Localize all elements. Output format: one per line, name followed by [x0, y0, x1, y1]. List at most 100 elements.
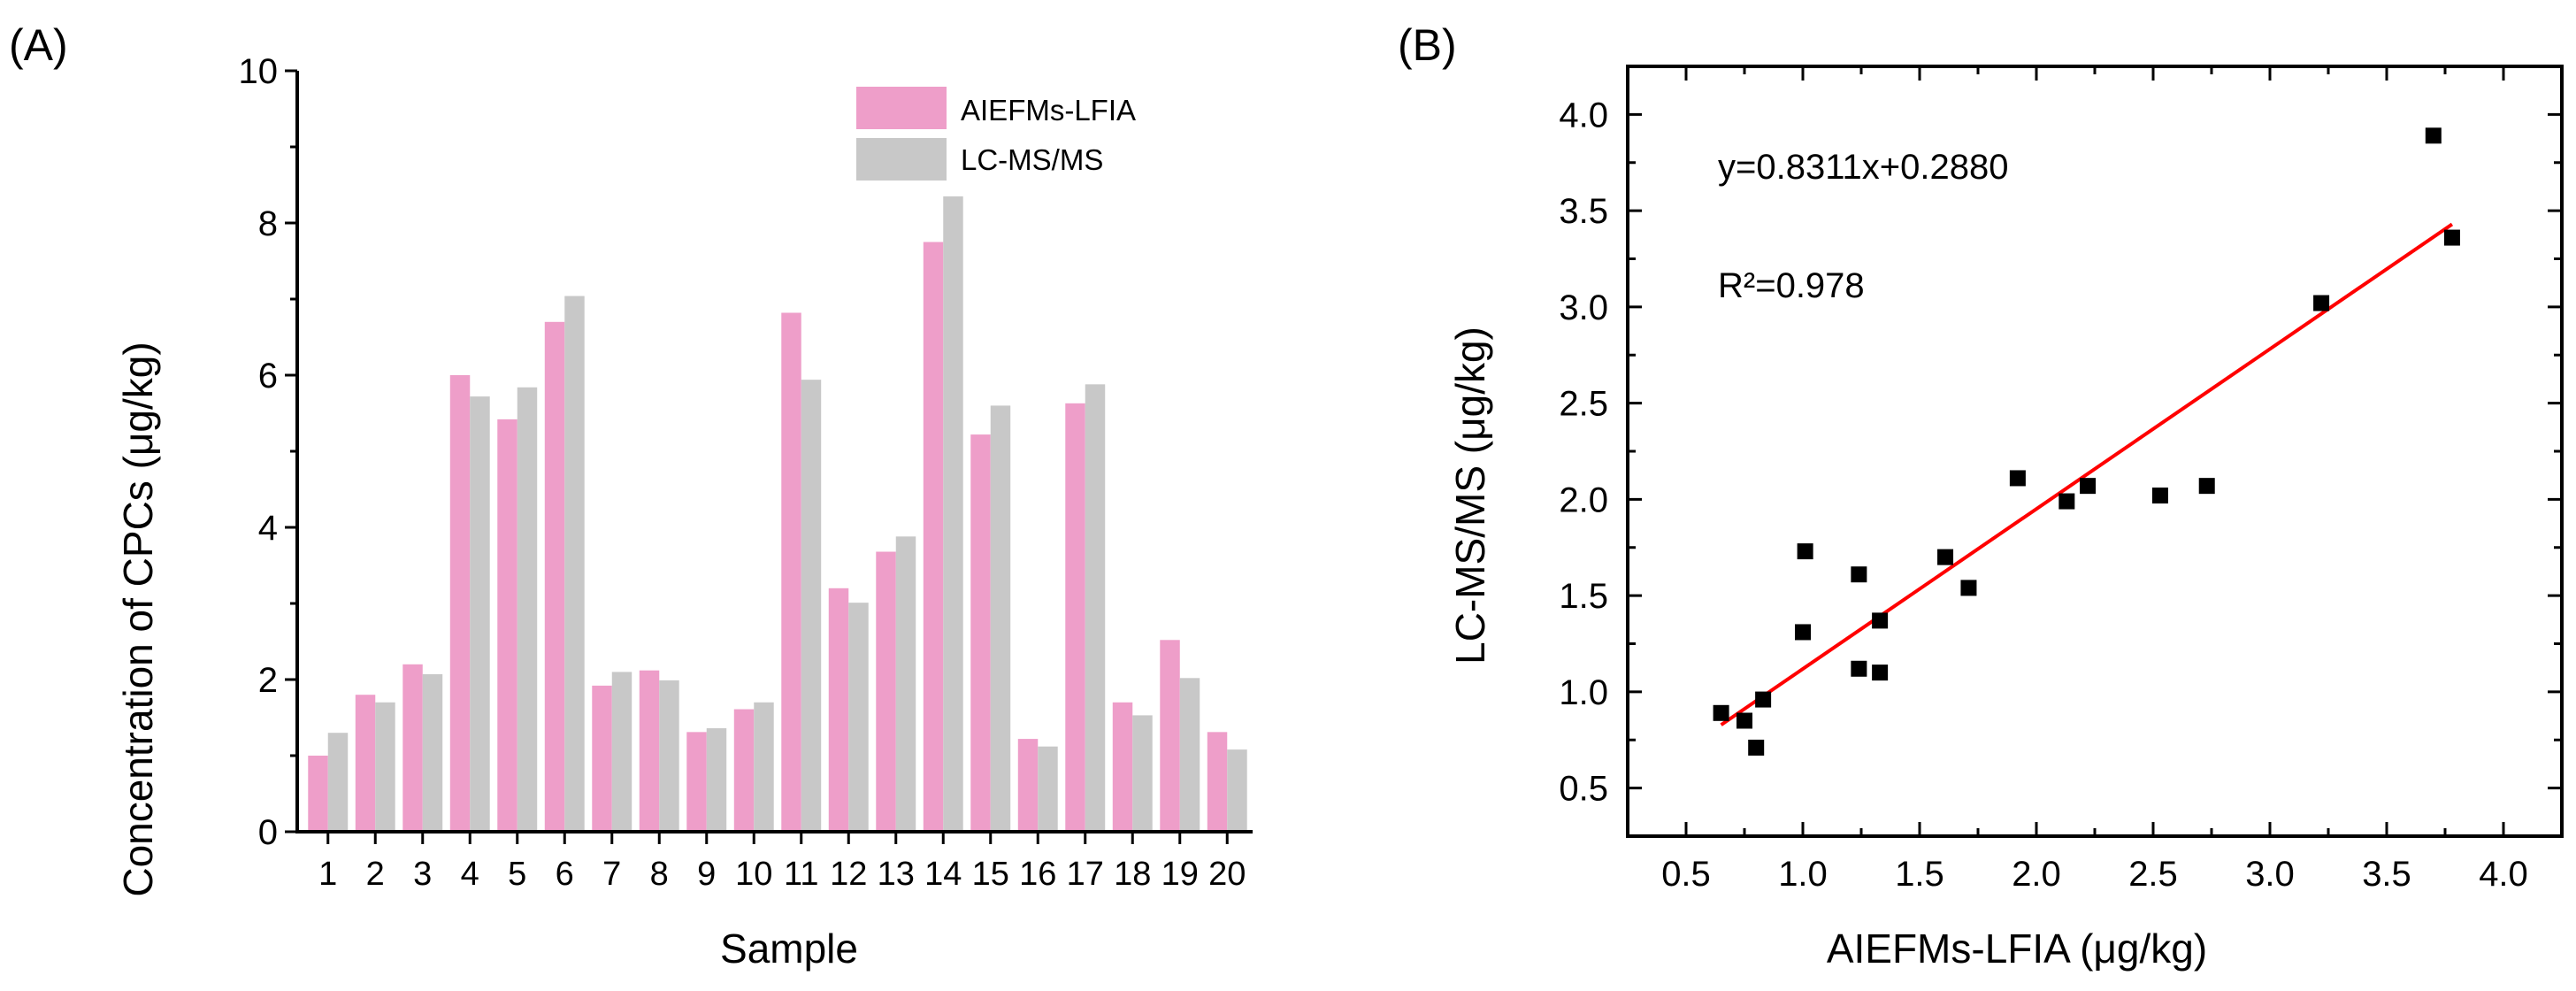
- scatter-point: [1937, 549, 1954, 565]
- a-x-tick-label: 9: [697, 856, 716, 893]
- b-y-tick-label: 3.5: [1559, 192, 1608, 231]
- bar-aiefms-7: [592, 685, 612, 832]
- a-x-axis-label: Sample: [720, 926, 858, 972]
- b-x-axis-label: AIEFMs-LFIA (μg/kg): [1827, 926, 2207, 972]
- b-x-tick-label: 3.5: [2362, 855, 2411, 894]
- bar-lcms-14: [943, 196, 963, 832]
- a-y-tick-label: 10: [239, 52, 279, 91]
- bar-aiefms-3: [402, 664, 423, 832]
- bar-lcms-19: [1179, 678, 1200, 832]
- b-y-tick-label: 4.0: [1559, 96, 1608, 134]
- scatter-point: [2080, 478, 2097, 495]
- bar-lcms-20: [1227, 749, 1247, 832]
- bar-aiefms-11: [781, 312, 801, 833]
- scatter-point: [2198, 478, 2215, 495]
- a-x-tick-label: 19: [1162, 856, 1199, 893]
- bar-aiefms-8: [639, 670, 660, 832]
- bar-aiefms-1: [308, 756, 328, 832]
- bar-lcms-8: [659, 680, 679, 832]
- a-x-tick-label: 1: [318, 856, 337, 893]
- a-y-axis-label: Concentration of CPCs (μg/kg): [115, 342, 161, 896]
- b-y-tick-label: 1.5: [1559, 577, 1608, 616]
- scatter-point: [1797, 543, 1813, 560]
- bar-aiefms-14: [923, 242, 944, 832]
- b-y-tick-label: 3.0: [1559, 288, 1608, 327]
- panel-b: (B) LC-MS/MS (μg/kg) AIEFMs-LFIA (μg/kg)…: [1398, 20, 2564, 972]
- b-x-tick-label: 0.5: [1661, 855, 1711, 894]
- bar-aiefms-2: [355, 695, 376, 832]
- bar-aiefms-20: [1207, 732, 1228, 832]
- scatter-point: [1960, 580, 1977, 596]
- r-squared-label: R²=0.978: [1718, 266, 1865, 305]
- a-y-tick-label: 2: [258, 661, 278, 700]
- b-ticks: 0.5 1.0 1.5 2.0 2.5 3.0 3.5 4.0 0.5 1.0 1.5 2.0 2.5 3…: [1559, 65, 2564, 894]
- scatter-point: [2443, 229, 2460, 246]
- scatter-point: [2313, 295, 2330, 311]
- panel-a-label: (A): [9, 20, 68, 70]
- scatter-point: [1851, 660, 1867, 677]
- a-x-tick-label: 15: [972, 856, 1009, 893]
- bar-aiefms-6: [544, 321, 565, 832]
- bar-lcms-5: [517, 387, 538, 832]
- bar-aiefms-4: [449, 375, 471, 832]
- scatter-point: [1851, 566, 1867, 583]
- equation-label: y=0.8311x+0.2880: [1718, 148, 2008, 187]
- bar-lcms-16: [1038, 746, 1058, 832]
- a-x-tick-label: 14: [924, 856, 962, 893]
- bar-lcms-3: [422, 673, 443, 832]
- bar-lcms-12: [848, 603, 869, 832]
- scatter-point: [1755, 691, 1772, 708]
- a-x-tick-label: 5: [508, 856, 526, 893]
- a-x-ticks: 1 2 3 4 5 6 7 8 9 10 11 12 13 14 15 16 17 18 19 20: [318, 832, 1246, 893]
- a-y-tick-label: 6: [258, 357, 278, 396]
- bar-aiefms-18: [1112, 702, 1133, 832]
- panel-b-label: (B): [1398, 20, 1457, 70]
- a-x-tick-label: 4: [461, 856, 479, 893]
- scatter-point: [2151, 488, 2168, 504]
- legend-swatch-lcms: [856, 138, 947, 181]
- a-x-tick-label: 20: [1208, 856, 1246, 893]
- bar-lcms-2: [375, 702, 395, 832]
- a-x-tick-label: 17: [1067, 856, 1104, 893]
- b-points: [1713, 127, 2460, 756]
- a-y-tick-label: 0: [258, 813, 278, 852]
- a-x-tick-label: 11: [784, 856, 818, 893]
- bar-aiefms-19: [1160, 640, 1180, 832]
- bar-lcms-4: [470, 396, 490, 832]
- a-y-tick-label: 8: [258, 204, 278, 243]
- a-bars: [308, 196, 1247, 833]
- legend-label-lcms: LC-MS/MS: [961, 143, 1103, 176]
- bar-lcms-9: [706, 728, 727, 832]
- bar-lcms-18: [1132, 715, 1153, 832]
- b-x-tick-label: 2.5: [2128, 855, 2178, 894]
- b-x-tick-label: 1.0: [1778, 855, 1828, 894]
- bar-lcms-1: [327, 733, 349, 832]
- b-x-tick-label: 2.0: [2012, 855, 2061, 894]
- bar-lcms-17: [1085, 384, 1106, 832]
- b-x-tick-label: 4.0: [2479, 855, 2528, 894]
- bar-aiefms-9: [686, 732, 707, 832]
- b-x-tick-label: 1.5: [1895, 855, 1944, 894]
- bar-lcms-13: [895, 536, 916, 832]
- fit-line: [1720, 222, 2454, 726]
- bar-aiefms-10: [733, 709, 755, 832]
- a-x-tick-label: 16: [1019, 856, 1056, 893]
- bar-lcms-6: [564, 296, 585, 832]
- a-x-tick-label: 18: [1114, 856, 1151, 893]
- a-legend: AIEFMs-LFIA LC-MS/MS: [856, 87, 1136, 181]
- bar-aiefms-16: [1017, 739, 1039, 832]
- b-y-tick-label: 1.0: [1559, 673, 1608, 712]
- scatter-point: [1748, 739, 1765, 756]
- b-x-tick-label: 3.0: [2245, 855, 2295, 894]
- b-y-tick-label: 0.5: [1559, 770, 1608, 809]
- a-x-tick-label: 10: [735, 856, 772, 893]
- a-x-tick-label: 13: [878, 856, 915, 893]
- scatter-point: [2425, 127, 2442, 144]
- bar-lcms-10: [754, 702, 774, 832]
- scatter-point: [2058, 493, 2075, 510]
- a-x-tick-label: 2: [366, 856, 385, 893]
- scatter-point: [1872, 612, 1889, 629]
- b-y-axis-label: LC-MS/MS (μg/kg): [1447, 326, 1493, 665]
- b-y-tick-label: 2.5: [1559, 385, 1608, 424]
- scatter-point: [1713, 704, 1729, 721]
